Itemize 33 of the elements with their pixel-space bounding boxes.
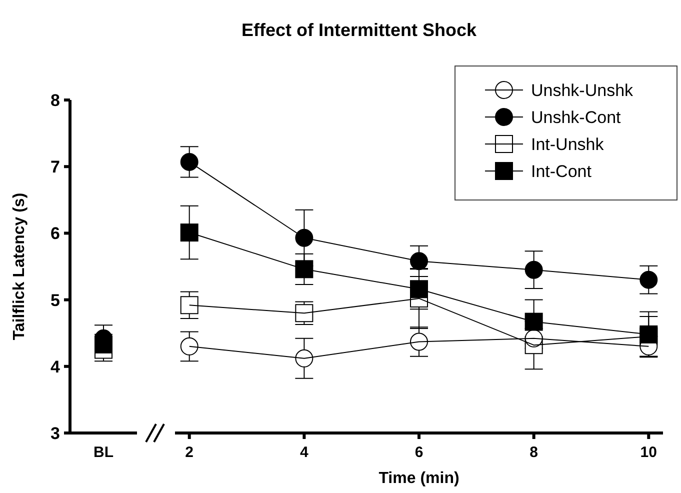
chart-title: Effect of Intermittent Shock bbox=[241, 20, 478, 40]
y-tick-label: 4 bbox=[50, 357, 61, 376]
x-tick-label: 2 bbox=[185, 444, 194, 461]
point bbox=[180, 337, 198, 356]
point bbox=[410, 332, 428, 351]
point bbox=[180, 296, 198, 314]
x-tick-label: 8 bbox=[530, 444, 538, 461]
point bbox=[640, 270, 658, 289]
legend-label: Int-Unshk bbox=[531, 135, 604, 154]
y-tick-label: 6 bbox=[50, 224, 60, 244]
y-tick-label: 7 bbox=[50, 158, 60, 177]
y-tick-label: 8 bbox=[50, 91, 60, 110]
y-tick-label: 3 bbox=[50, 424, 60, 443]
legend-label: Int-Cont bbox=[531, 162, 592, 181]
point bbox=[295, 228, 314, 247]
x-tick-label: 10 bbox=[640, 444, 657, 461]
point bbox=[180, 152, 198, 171]
x-axis-title: Time (min) bbox=[378, 470, 460, 487]
legend-label: Unshk-Cont bbox=[531, 108, 622, 127]
point bbox=[295, 260, 314, 278]
point bbox=[295, 304, 314, 322]
legend-label: Unshk-Unshk bbox=[531, 81, 634, 100]
y-tick-label: 5 bbox=[50, 290, 60, 310]
point bbox=[410, 280, 428, 298]
point bbox=[524, 312, 543, 331]
x-tick-label: 4 bbox=[300, 444, 310, 461]
y-axis-title: Tailflick Latency (s) bbox=[11, 192, 28, 340]
x-tick-label: 6 bbox=[414, 444, 424, 461]
point bbox=[180, 224, 198, 242]
point bbox=[295, 349, 314, 368]
point bbox=[524, 260, 543, 279]
point bbox=[410, 252, 428, 270]
x-tick-label: BL bbox=[94, 444, 114, 461]
